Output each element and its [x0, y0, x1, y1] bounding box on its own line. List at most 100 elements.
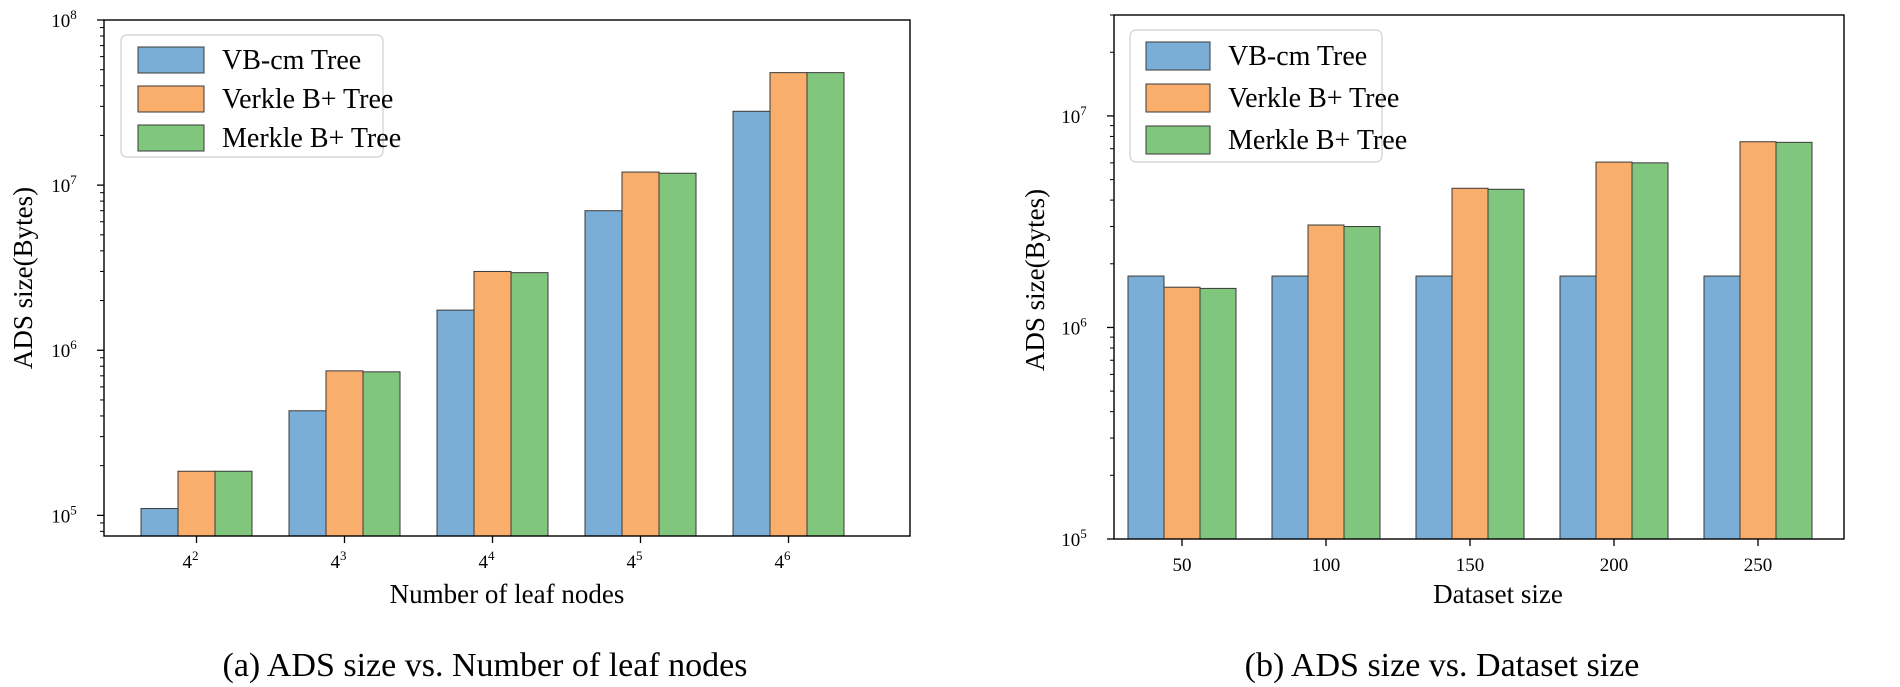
- chart-b-x-tick-label: 50: [1173, 555, 1192, 576]
- chart-b-bar-vb-cm-tree-4: [1559, 275, 1597, 540]
- chart-a-legend-label: VB-cm Tree: [222, 45, 361, 76]
- chart-a-legend-swatch: [137, 46, 205, 74]
- chart-a-y-tick-label-exponent: 6: [70, 337, 77, 352]
- chart-a-y-axis-label: ADS size(Bytes): [8, 187, 38, 369]
- chart-a-bar-verkle-b-tree-3: [473, 270, 512, 537]
- chart-b-legend-swatch: [1145, 83, 1211, 113]
- chart-b-x-tick-label: 150: [1456, 555, 1485, 576]
- chart-a-caption: (a) ADS size vs. Number of leaf nodes: [223, 647, 748, 684]
- chart-b-y-axis-label: ADS size(Bytes): [1020, 189, 1050, 371]
- chart-b-y-tick-label-base: 10: [1061, 318, 1080, 339]
- chart-a-bar-verkle-b-tree-4: [621, 171, 660, 537]
- chart-b-bars: [1127, 141, 1813, 540]
- chart-b-caption: (b) ADS size vs. Dataset size: [1245, 647, 1640, 684]
- chart-a-x-tick-label-base: 4: [775, 552, 785, 573]
- chart-b-legend-swatch: [1145, 41, 1211, 71]
- chart-a-bar-vb-cm-tree-3: [436, 309, 475, 537]
- chart-a-bar-verkle-b-tree-5: [769, 72, 808, 537]
- chart-a-x-tick-label: 44: [479, 548, 496, 573]
- chart-a-bar-vb-cm-tree-5: [732, 110, 771, 537]
- chart-a-x-tick-label-exponent: 6: [784, 548, 791, 563]
- chart-a-x-tick-label: 45: [627, 548, 643, 573]
- chart-a-bar-vb-cm-tree-4: [584, 210, 623, 537]
- chart-a-bar-vb-cm-tree-2: [288, 410, 327, 537]
- chart-a-y-tick-label-base: 10: [51, 11, 70, 32]
- chart-a-y-tick-label-exponent: 8: [70, 7, 77, 22]
- chart-a-y-tick-label-exponent: 5: [70, 502, 77, 517]
- chart-b-y-tick-label: 107: [1061, 103, 1087, 128]
- chart-a-bar-merkle-b-tree-2: [362, 371, 401, 537]
- chart-b-x-tick-label: 200: [1600, 555, 1629, 576]
- chart-a-y-tick-label: 106: [51, 337, 77, 362]
- chart-a-legend-swatch: [137, 124, 205, 152]
- chart-a-bar-merkle-b-tree-5: [806, 72, 845, 537]
- chart-a-x-tick-label-exponent: 3: [340, 548, 347, 563]
- chart-a-bar-merkle-b-tree-1: [214, 470, 253, 537]
- chart-b-y-tick-label-exponent: 6: [1080, 314, 1087, 329]
- chart-b-legend-label: Merkle B+ Tree: [1228, 125, 1407, 156]
- chart-b-bar-merkle-b-tree-3: [1487, 188, 1525, 540]
- chart-b-bar-merkle-b-tree-1: [1199, 287, 1237, 540]
- chart-b-bar-merkle-b-tree-2: [1343, 226, 1381, 540]
- chart-b-bar-verkle-b-tree-4: [1595, 161, 1633, 540]
- chart-b-y-tick-label: 106: [1061, 314, 1087, 339]
- chart-b-bar-vb-cm-tree-1: [1127, 275, 1165, 540]
- chart-a-x-tick-label-base: 4: [627, 552, 637, 573]
- chart-a-bar-merkle-b-tree-3: [510, 272, 549, 537]
- chart-b-legend: VB-cm Tree Verkle B+ Tree Merkle B+ Tree: [1129, 29, 1407, 163]
- chart-a-x-tick-label-exponent: 4: [488, 548, 495, 563]
- chart-b-bar-merkle-b-tree-5: [1775, 141, 1813, 540]
- chart-a-y-tick-label-base: 10: [51, 176, 70, 197]
- chart-a-x-tick-label: 42: [183, 548, 199, 573]
- chart-b-bar-verkle-b-tree-1: [1163, 286, 1201, 540]
- chart-a-y-tick-label-base: 10: [51, 506, 70, 527]
- chart-b-plot-frame: [1113, 14, 1845, 540]
- chart-b-bar-vb-cm-tree-3: [1415, 275, 1453, 540]
- chart-a-legend: VB-cm Tree Verkle B+ Tree Merkle B+ Tree: [120, 34, 401, 158]
- chart-b-y-tick-label-base: 10: [1061, 107, 1080, 128]
- chart-a-plot-frame: [103, 19, 911, 537]
- chart-a-x-tick-label-base: 4: [183, 552, 193, 573]
- chart-b-x-tick-label: 250: [1744, 555, 1773, 576]
- chart-a-x-tick-label-exponent: 2: [192, 548, 199, 563]
- chart-b-y-tick-label-exponent: 5: [1080, 526, 1087, 541]
- chart-a-x-tick-label: 43: [331, 548, 347, 573]
- chart-a-legend-label: Merkle B+ Tree: [222, 123, 401, 154]
- chart-b-y-tick-label: 105: [1061, 526, 1087, 551]
- chart-a-legend-swatch: [137, 85, 205, 113]
- chart-b-bar-vb-cm-tree-5: [1703, 275, 1741, 540]
- chart-b-bar-verkle-b-tree-3: [1451, 187, 1489, 540]
- chart-a-y-tick-label: 108: [51, 7, 77, 32]
- chart-b-x-ticks: 50 100 150 200 250: [1173, 539, 1773, 576]
- chart-a-x-tick-label-exponent: 5: [636, 548, 643, 563]
- chart-b-bar-verkle-b-tree-2: [1307, 224, 1345, 540]
- chart-a-x-ticks: 42 43 44 45 46: [183, 536, 792, 573]
- chart-a-legend-label: Verkle B+ Tree: [222, 84, 393, 115]
- chart-a-x-axis-label: Number of leaf nodes: [390, 579, 625, 609]
- chart-a-y-tick-label-base: 10: [51, 341, 70, 362]
- chart-b-y-tick-label-base: 10: [1061, 530, 1080, 551]
- chart-a-bar-verkle-b-tree-2: [325, 370, 364, 537]
- chart-a-y-tick-label-exponent: 7: [70, 172, 77, 187]
- chart-a-x-tick-label: 46: [775, 548, 792, 573]
- chart-a-bar-merkle-b-tree-4: [658, 172, 697, 537]
- chart-b-legend-label: VB-cm Tree: [1228, 41, 1367, 72]
- chart-b-x-tick-label: 100: [1312, 555, 1341, 576]
- chart-b-bar-vb-cm-tree-2: [1271, 275, 1309, 540]
- chart-b-legend-swatch: [1145, 125, 1211, 155]
- chart-a-x-tick-label-base: 4: [331, 552, 341, 573]
- chart-a-bar-verkle-b-tree-1: [177, 470, 216, 537]
- chart-b-bar-verkle-b-tree-5: [1739, 141, 1777, 540]
- chart-b-y-tick-label-exponent: 7: [1080, 103, 1087, 118]
- chart-a-x-tick-label-base: 4: [479, 552, 489, 573]
- chart-a-y-tick-label: 107: [51, 172, 77, 197]
- chart-b-x-axis-label: Dataset size: [1433, 579, 1563, 609]
- chart-a-bars: [140, 72, 845, 537]
- chart-b-bar-merkle-b-tree-4: [1631, 162, 1669, 540]
- chart-a-bar-vb-cm-tree-1: [140, 508, 179, 537]
- chart-b-legend-label: Verkle B+ Tree: [1228, 83, 1399, 114]
